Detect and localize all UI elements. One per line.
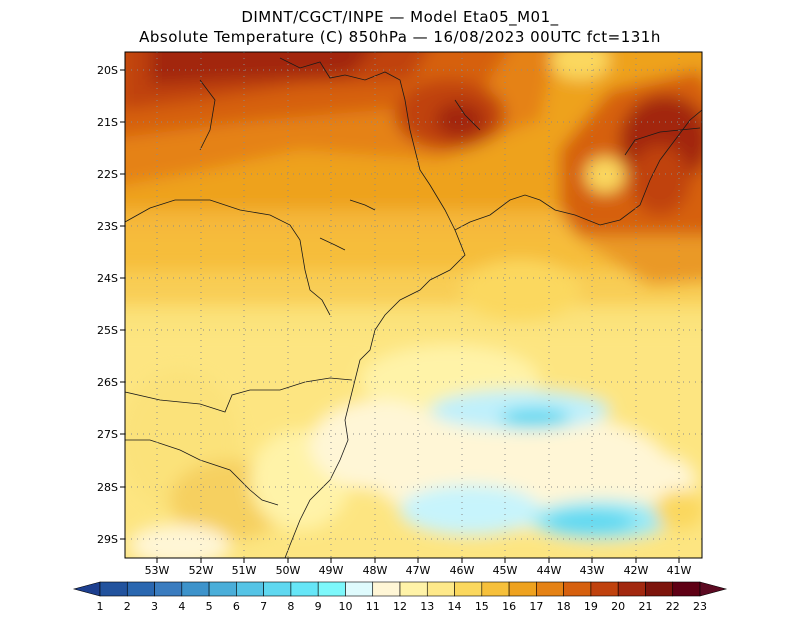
lon-label: 53W xyxy=(145,564,170,577)
colorbar-swatch xyxy=(154,581,183,597)
temperature-field xyxy=(125,52,702,558)
lon-label: 46W xyxy=(450,564,475,577)
colorbar-swatch xyxy=(426,581,455,597)
colorbar-label: 3 xyxy=(151,600,158,613)
lon-label: 50W xyxy=(276,564,301,577)
lat-label: 28S xyxy=(97,481,118,494)
colorbar-swatch xyxy=(536,581,564,597)
colorbar-label: 13 xyxy=(420,600,434,613)
colorbar-swatch xyxy=(590,581,619,597)
colorbar-label: 17 xyxy=(529,600,543,613)
colorbar-label: 1 xyxy=(97,600,104,613)
lon-label: 41W xyxy=(667,564,692,577)
colorbar-swatch xyxy=(126,581,155,597)
colorbar-label: 15 xyxy=(475,600,489,613)
colorbar-swatch xyxy=(317,581,346,597)
colorbar-label: 23 xyxy=(693,600,707,613)
colorbar-label: 10 xyxy=(338,600,352,613)
colorbar-swatch xyxy=(99,581,128,597)
lon-label: 42W xyxy=(624,564,649,577)
colorbar-label: 11 xyxy=(366,600,380,613)
lon-label: 44W xyxy=(537,564,562,577)
colorbar-label: 8 xyxy=(287,600,294,613)
colorbar-swatch xyxy=(372,581,401,597)
lon-label: 48W xyxy=(363,564,388,577)
lon-ticks xyxy=(156,558,680,563)
lat-label: 22S xyxy=(97,168,118,181)
plot-frame xyxy=(124,51,703,559)
colorbar: 1 2 3 4 5 6 7 8 9 10 11 12 13 14 15 16 17 18 19 20 21 22 23 xyxy=(72,581,728,613)
colorbar-swatch xyxy=(481,581,510,597)
colorbar-swatch xyxy=(208,581,237,597)
colorbar-label: 12 xyxy=(393,600,407,613)
colorbar-swatch xyxy=(672,581,701,597)
colorbar-swatch xyxy=(181,581,210,597)
lat-label: 24S xyxy=(97,272,118,285)
colorbar-label: 5 xyxy=(206,600,213,613)
colorbar-swatch xyxy=(454,581,483,597)
lon-label: 51W xyxy=(232,564,257,577)
colorbar-swatch xyxy=(290,581,319,597)
graticule xyxy=(125,52,702,558)
lon-label: 47W xyxy=(406,564,431,577)
lat-ticks xyxy=(120,69,125,540)
colorbar-arrow-high xyxy=(699,581,728,597)
colorbar-label: 7 xyxy=(260,600,267,613)
map-title-line2: Absolute Temperature (C) 850hPa — 16/08/… xyxy=(139,28,661,46)
colorbar-swatch xyxy=(399,581,428,597)
lat-label: 25S xyxy=(97,324,118,337)
lat-label: 27S xyxy=(97,428,118,441)
colorbar-swatch xyxy=(645,581,674,597)
lat-label: 21S xyxy=(97,116,118,129)
colorbar-label: 9 xyxy=(315,600,322,613)
colorbar-label: 18 xyxy=(557,600,571,613)
colorbar-label: 6 xyxy=(233,600,240,613)
coastline-and-borders xyxy=(125,57,702,558)
lat-label: 20S xyxy=(97,64,118,77)
colorbar-label: 14 xyxy=(448,600,462,613)
colorbar-swatch xyxy=(508,581,537,597)
colorbar-label: 4 xyxy=(178,600,185,613)
lon-label: 49W xyxy=(319,564,344,577)
lat-label: 29S xyxy=(97,533,118,546)
colorbar-swatch xyxy=(345,581,374,597)
colorbar-swatch xyxy=(563,581,592,597)
lon-label: 52W xyxy=(189,564,214,577)
colorbar-label: 21 xyxy=(638,600,652,613)
lon-label: 43W xyxy=(580,564,605,577)
colorbar-label: 19 xyxy=(584,600,598,613)
lat-label: 23S xyxy=(97,220,118,233)
colorbar-swatch xyxy=(236,581,264,597)
colorbar-label: 16 xyxy=(502,600,516,613)
colorbar-label: 22 xyxy=(666,600,680,613)
lat-label: 26S xyxy=(97,376,118,389)
colorbar-swatch xyxy=(263,581,292,597)
colorbar-swatch xyxy=(617,581,646,597)
map-title-line1: DIMNT/CGCT/INPE — Model Eta05_M01_ xyxy=(241,8,559,26)
colorbar-arrow-low xyxy=(72,581,101,597)
lon-label: 45W xyxy=(493,564,518,577)
colorbar-label: 20 xyxy=(611,600,625,613)
colorbar-label: 2 xyxy=(124,600,131,613)
